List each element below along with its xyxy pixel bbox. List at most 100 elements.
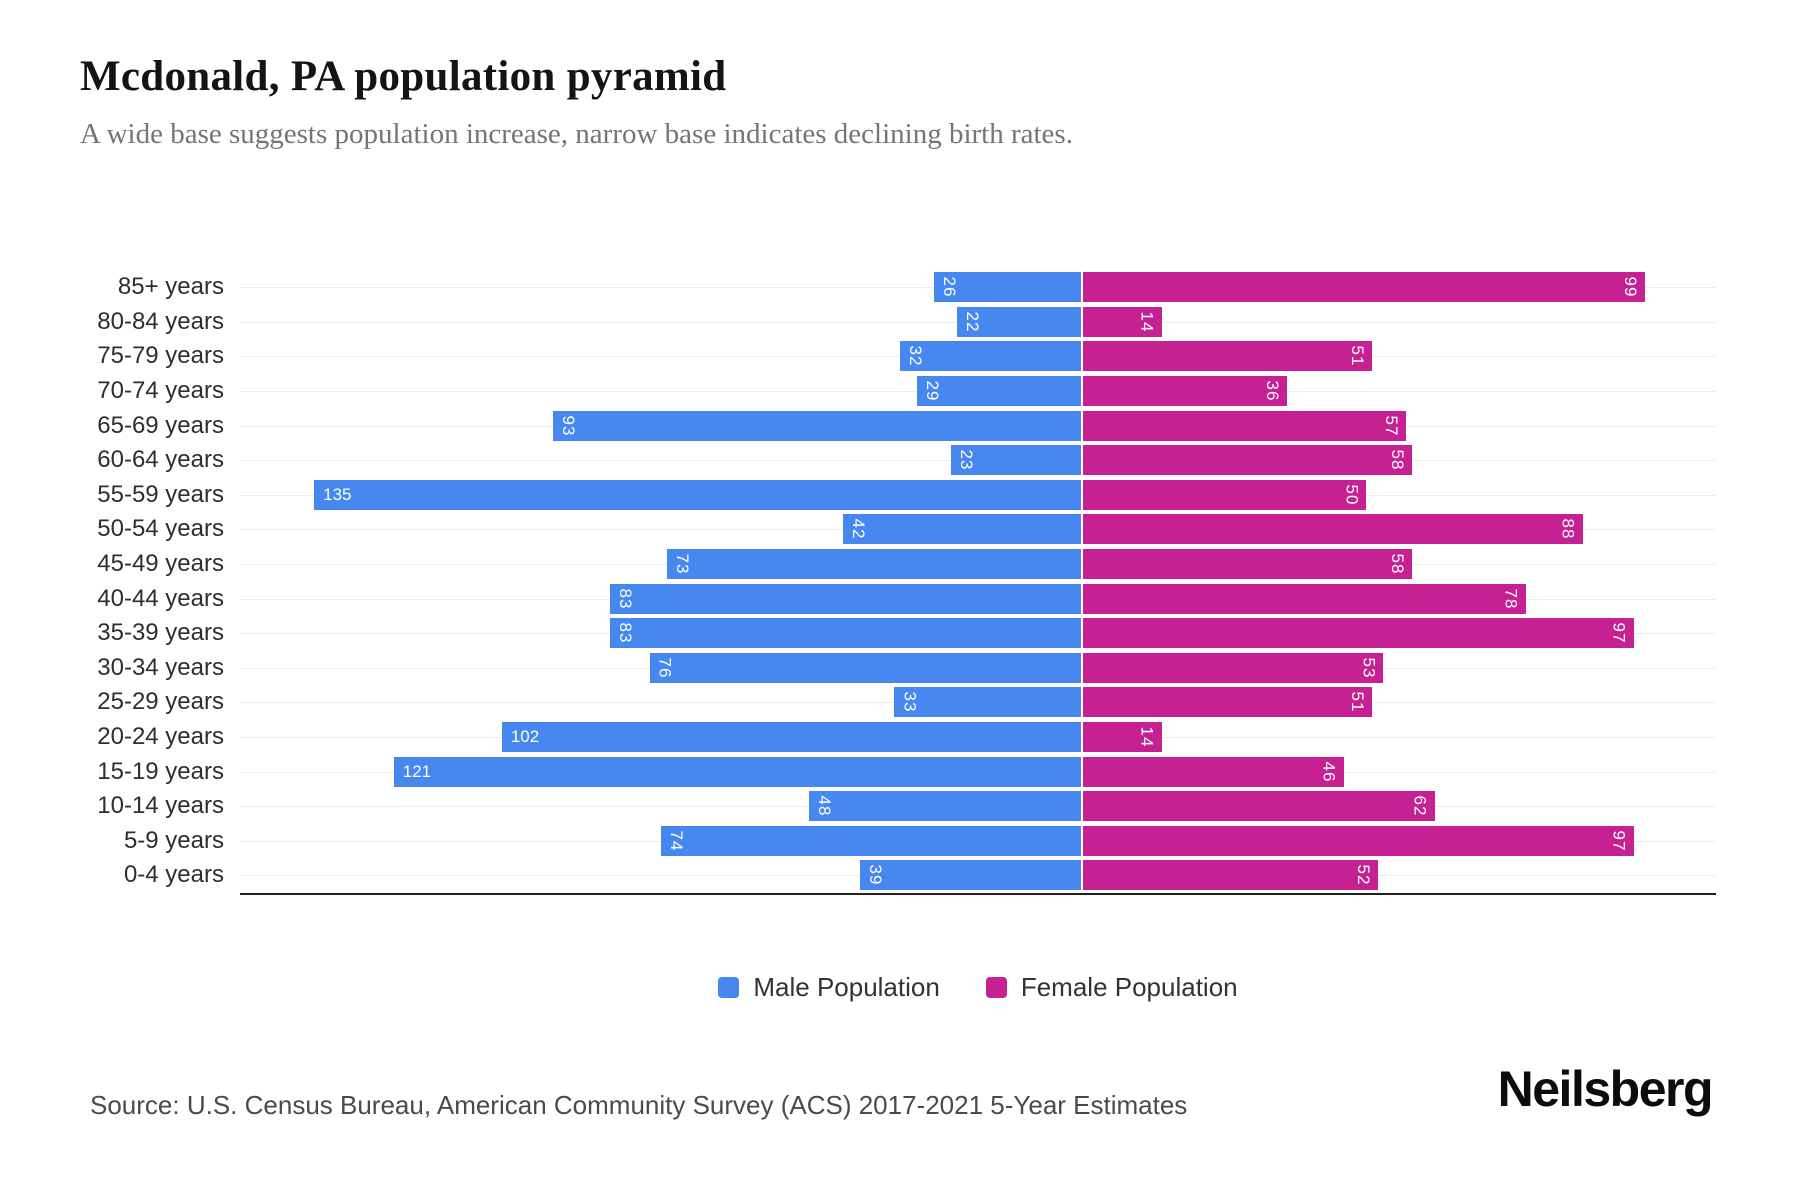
female-bar[interactable]: 57 xyxy=(1083,410,1407,441)
male-bar-value: 33 xyxy=(900,691,920,713)
y-axis-label: 35-39 years xyxy=(97,619,224,647)
source-note: Source: U.S. Census Bureau, American Com… xyxy=(90,1090,1188,1120)
male-bar[interactable]: 23 xyxy=(951,445,1081,476)
pyramid-row: 85+ years 26 99 xyxy=(0,270,1800,305)
male-bar[interactable]: 83 xyxy=(609,583,1081,614)
female-bar[interactable]: 53 xyxy=(1083,652,1384,683)
male-bar-value: 29 xyxy=(923,380,943,402)
male-bar-value: 102 xyxy=(510,727,540,747)
male-bar-value: 83 xyxy=(615,588,635,610)
chart-subtitle: A wide base suggests population increase… xyxy=(80,118,1073,150)
male-bar-value: 39 xyxy=(866,864,886,886)
male-bar[interactable]: 93 xyxy=(553,410,1081,441)
plot-cell: 39 52 xyxy=(240,858,1716,893)
female-bar[interactable]: 51 xyxy=(1083,341,1373,372)
female-bar[interactable]: 36 xyxy=(1083,376,1287,407)
y-axis-label: 45-49 years xyxy=(97,550,224,578)
pyramid-row: 15-19 years 121 46 xyxy=(0,754,1800,789)
pyramid-row: 30-34 years 76 53 xyxy=(0,651,1800,686)
male-bar[interactable]: 32 xyxy=(899,341,1081,372)
population-pyramid-chart: 85+ years 26 99 80-84 years 22 14 75-79 years 3… xyxy=(0,270,1800,893)
male-bar-value: 135 xyxy=(323,484,352,504)
legend-label: Male Population xyxy=(753,972,940,1002)
female-bar[interactable]: 62 xyxy=(1083,791,1435,822)
male-bar-value: 73 xyxy=(672,553,692,575)
female-bar[interactable]: 14 xyxy=(1083,306,1162,337)
female-bar-value: 97 xyxy=(1609,622,1629,644)
female-bar[interactable]: 46 xyxy=(1083,756,1344,787)
male-bar[interactable]: 48 xyxy=(808,791,1081,822)
legend-swatch-icon xyxy=(718,977,740,998)
female-bar[interactable]: 52 xyxy=(1083,860,1378,891)
y-axis-label: 80-84 years xyxy=(97,307,224,335)
plot-cell: 93 57 xyxy=(240,408,1716,443)
plot-cell: 74 97 xyxy=(240,824,1716,859)
pyramid-row: 60-64 years 23 58 xyxy=(0,443,1800,478)
male-bar[interactable]: 135 xyxy=(314,479,1081,510)
female-bar[interactable]: 97 xyxy=(1083,618,1634,649)
male-bar[interactable]: 22 xyxy=(956,306,1081,337)
pyramid-row: 45-49 years 73 58 xyxy=(0,547,1800,582)
plot-cell: 102 14 xyxy=(240,720,1716,755)
female-bar-value: 57 xyxy=(1382,415,1402,437)
female-bar[interactable]: 51 xyxy=(1083,687,1373,718)
legend-item-female-population[interactable]: Female Population xyxy=(985,972,1238,1003)
legend-label: Female Population xyxy=(1020,972,1238,1002)
pyramid-row: 20-24 years 102 14 xyxy=(0,720,1800,755)
legend-item-male-population[interactable]: Male Population xyxy=(718,972,940,1003)
male-bar[interactable]: 33 xyxy=(894,687,1081,718)
plot-cell: 121 46 xyxy=(240,754,1716,789)
y-axis-label: 5-9 years xyxy=(123,826,224,854)
female-bar-value: 53 xyxy=(1359,657,1379,679)
chart-title: Mcdonald, PA population pyramid xyxy=(80,53,727,100)
male-bar-value: 32 xyxy=(905,346,925,367)
male-bar[interactable]: 83 xyxy=(609,618,1081,649)
legend: Male Population Female Population xyxy=(240,972,1716,1003)
male-bar[interactable]: 73 xyxy=(666,549,1081,580)
y-axis-label: 25-29 years xyxy=(97,688,224,716)
pyramid-row: 0-4 years 39 52 xyxy=(0,858,1800,893)
y-axis-label: 40-44 years xyxy=(97,584,224,612)
male-bar[interactable]: 121 xyxy=(393,756,1081,787)
female-bar-value: 46 xyxy=(1319,761,1339,783)
female-bar[interactable]: 97 xyxy=(1083,825,1634,856)
plot-cell: 48 62 xyxy=(240,789,1716,824)
male-bar[interactable]: 76 xyxy=(649,652,1081,683)
male-bar[interactable]: 39 xyxy=(860,860,1081,891)
plot-cell: 23 58 xyxy=(240,443,1716,478)
male-bar[interactable]: 102 xyxy=(501,722,1081,753)
y-axis-label: 10-14 years xyxy=(97,792,224,820)
y-axis-label: 85+ years xyxy=(117,273,224,301)
female-bar[interactable]: 50 xyxy=(1083,479,1367,510)
plot-cell: 76 53 xyxy=(240,651,1716,686)
female-bar[interactable]: 58 xyxy=(1083,445,1412,476)
female-bar[interactable]: 14 xyxy=(1083,722,1162,753)
pyramid-row: 50-54 years 42 88 xyxy=(0,512,1800,547)
y-axis-label: 75-79 years xyxy=(97,342,224,370)
male-bar[interactable]: 74 xyxy=(661,825,1081,856)
male-bar-value: 121 xyxy=(402,761,432,781)
male-bar[interactable]: 26 xyxy=(934,272,1081,303)
plot-cell: 26 99 xyxy=(240,270,1716,305)
pyramid-row: 70-74 years 29 36 xyxy=(0,374,1800,409)
male-bar[interactable]: 42 xyxy=(843,514,1081,545)
y-axis-label: 55-59 years xyxy=(97,480,224,508)
pyramid-row: 65-69 years 93 57 xyxy=(0,408,1800,443)
female-bar-value: 58 xyxy=(1387,449,1407,471)
female-bar-value: 97 xyxy=(1609,830,1629,852)
female-bar[interactable]: 99 xyxy=(1083,272,1646,303)
y-axis-label: 50-54 years xyxy=(97,515,224,543)
y-axis-label: 0-4 years xyxy=(123,861,224,889)
y-axis-label: 70-74 years xyxy=(97,377,224,405)
female-bar[interactable]: 78 xyxy=(1083,583,1526,614)
male-bar-value: 74 xyxy=(667,830,687,852)
female-bar-value: 62 xyxy=(1410,795,1430,817)
female-bar-value: 51 xyxy=(1348,691,1368,713)
female-bar[interactable]: 88 xyxy=(1083,514,1583,545)
plot-cell: 22 14 xyxy=(240,305,1716,340)
female-bar-value: 88 xyxy=(1558,518,1578,540)
plot-cell: 83 78 xyxy=(240,581,1716,616)
pyramid-row: 40-44 years 83 78 xyxy=(0,581,1800,616)
female-bar[interactable]: 58 xyxy=(1083,549,1412,580)
male-bar[interactable]: 29 xyxy=(917,376,1081,407)
